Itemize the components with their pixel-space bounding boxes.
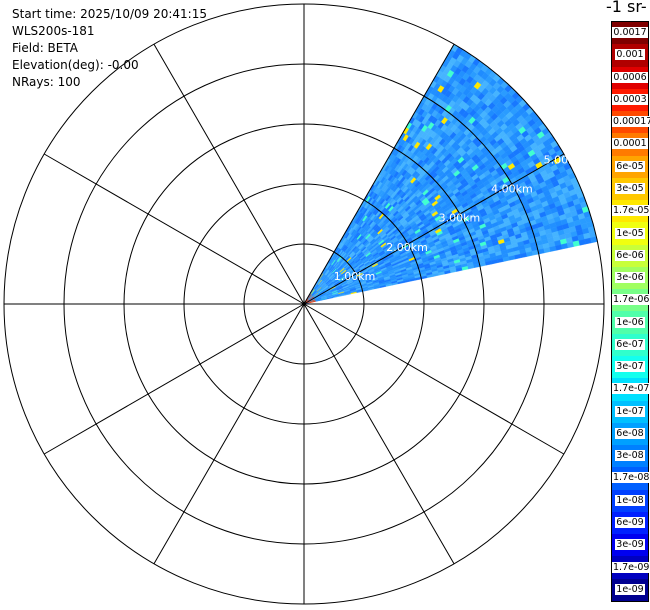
- colorbar-segment: 6e-05: [612, 155, 648, 178]
- colorbar-tick-label: 3e-07: [615, 361, 645, 373]
- colorbar: 0.0017 0.001 0.0006 0.0003 0.00017 0.0001 6e-0…: [611, 21, 650, 602]
- colorbar-segment: 6e-06: [612, 244, 648, 267]
- colorbar-segment: 1.7e-09: [612, 556, 650, 579]
- colorbar-tick-label: 6e-09: [615, 516, 645, 528]
- colorbar-tick-label: 0.0001: [612, 138, 648, 150]
- colorbar-segment: 0.001: [612, 44, 648, 67]
- colorbar-tick-label: 0.00017: [612, 116, 650, 128]
- colorbar-tick-label: 1.7e-05: [612, 205, 650, 217]
- azimuth-spoke: [303, 303, 455, 565]
- colorbar-segment: 6e-07: [612, 333, 648, 356]
- azimuth-spoke: [303, 43, 455, 305]
- nrays-text: NRays: 100: [12, 75, 81, 89]
- colorbar-segment: 0.0003: [612, 88, 648, 112]
- colorbar-segment: 1.7e-08: [612, 467, 650, 490]
- range-ring-label: 5.00km: [544, 154, 586, 167]
- colorbar-segment: 6e-09: [612, 511, 648, 535]
- colorbar-tick-label: 1.7e-07: [612, 383, 650, 395]
- colorbar-segment: 0.0006: [612, 66, 648, 89]
- range-ring-labels: 1.00km 2.00km 3.00km 4.00km 5.00km: [334, 154, 585, 283]
- colorbar-segment: 3e-07: [612, 355, 648, 379]
- colorbar-segment: 3e-08: [612, 445, 648, 468]
- colorbar-tick-label: 6e-06: [615, 249, 645, 261]
- colorbar-segment: 1e-07: [612, 400, 648, 423]
- colorbar-tick-label: 3e-08: [615, 450, 645, 462]
- colorbar-segment: 3e-09: [612, 534, 648, 557]
- colorbar-segment: 1.7e-05: [612, 200, 650, 223]
- azimuth-spoke: [303, 303, 565, 455]
- colorbar-segment: 1e-05: [612, 222, 648, 245]
- field-text: Field: BETA: [12, 41, 78, 55]
- azimuth-spoke: [303, 153, 565, 305]
- range-ring-label: 2.00km: [386, 241, 428, 254]
- colorbar-tick-label: 1.7e-06: [612, 294, 650, 306]
- colorbar-tick-label: 0.001: [615, 49, 645, 61]
- scan-info-panel: Start time: 2025/10/09 20:41:15 WLS200s-…: [12, 6, 207, 91]
- colorbar-title: -1 sr-: [606, 0, 647, 16]
- colorbar-tick-label: 3e-05: [615, 182, 645, 194]
- azimuth-spoke: [43, 303, 305, 455]
- colorbar-segment: 1.7e-06: [612, 289, 650, 312]
- colorbar-tick-label: 0.0017: [612, 27, 648, 39]
- azimuth-spoke: [153, 303, 305, 565]
- colorbar-segment: 0.0001: [612, 133, 648, 156]
- range-ring-label: 3.00km: [439, 212, 481, 225]
- colorbar-segment: 1.7e-07: [612, 378, 650, 401]
- colorbar-tick-label: 1.7e-08: [612, 472, 650, 484]
- azimuth-spoke: [153, 43, 305, 305]
- sector-cell: [584, 237, 592, 245]
- colorbar-tick-label: 0.0003: [612, 93, 648, 105]
- colorbar-tick-label: 1e-08: [615, 494, 645, 506]
- colorbar-tick-label: 3e-09: [615, 539, 645, 551]
- scan-sector: [303, 43, 598, 305]
- colorbar-tick-label: 1.7e-09: [612, 561, 650, 573]
- colorbar-segment: 1e-08: [612, 489, 648, 512]
- colorbar-tick-label: 1e-05: [615, 227, 645, 239]
- colorbar-segment: 6e-08: [612, 422, 648, 446]
- azimuth-spoke: [43, 153, 305, 305]
- range-ring-label: 1.00km: [334, 270, 376, 283]
- colorbar-tick-label: 1e-09: [615, 583, 645, 595]
- colorbar-segment: 3e-05: [612, 177, 648, 201]
- colorbar-tick-label: 6e-07: [615, 338, 645, 350]
- colorbar-segment: 3e-06: [612, 266, 648, 290]
- colorbar-tick-label: 1e-06: [615, 316, 645, 328]
- azimuth-spokes: [4, 4, 604, 604]
- colorbar-segment: 0.0017: [612, 22, 648, 45]
- colorbar-tick-label: 3e-06: [615, 272, 645, 284]
- colorbar-tick-label: 6e-05: [615, 160, 645, 172]
- colorbar-tick-label: 0.0006: [612, 71, 648, 83]
- elevation-text: Elevation(deg): -0.00: [12, 58, 139, 72]
- colorbar-segment: 1e-06: [612, 311, 648, 334]
- colorbar-segment: 0.00017: [612, 111, 650, 134]
- range-ring-label: 4.00km: [491, 183, 533, 196]
- colorbar-tick-label: 6e-08: [615, 427, 645, 439]
- start-time-text: Start time: 2025/10/09 20:41:15: [12, 7, 207, 21]
- colorbar-segment: 1e-09: [612, 578, 648, 601]
- instrument-name-text: WLS200s-181: [12, 24, 95, 38]
- colorbar-tick-label: 1e-07: [615, 405, 645, 417]
